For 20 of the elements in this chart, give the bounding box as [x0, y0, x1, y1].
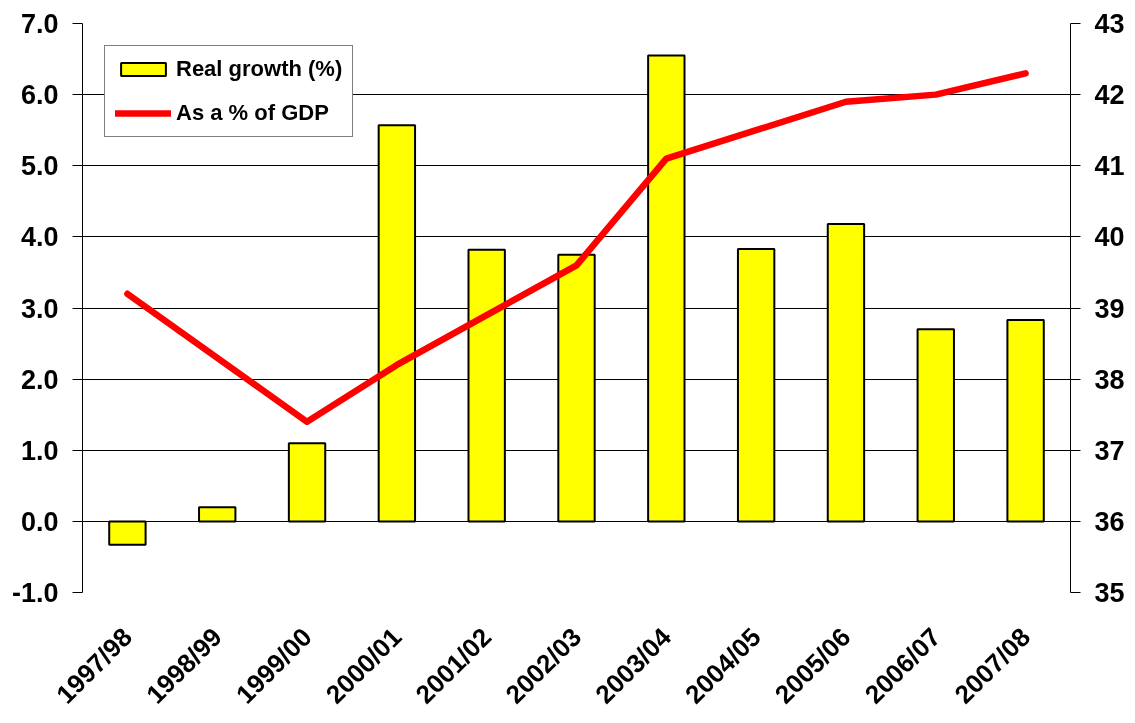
y2-tick-label: 35 — [1094, 578, 1125, 608]
y-tick-label: 0.0 — [20, 506, 59, 537]
y-tick-label: 6.0 — [20, 80, 59, 111]
y2-tick-label: 37 — [1094, 435, 1125, 466]
y-tick-label: 4.0 — [20, 222, 59, 253]
y-tick-label: 5.0 — [20, 151, 59, 182]
y2-tick-label: 38 — [1094, 364, 1125, 395]
y2-tick-label: 40 — [1094, 222, 1125, 253]
y2-tick-label: 39 — [1094, 293, 1125, 324]
y-tick-label: -1.0 — [11, 578, 59, 608]
y-tick-label: 7.0 — [20, 9, 59, 39]
y-tick-label: 1.0 — [20, 435, 59, 466]
y2-tick-label: 36 — [1094, 506, 1125, 537]
y-tick-label: 3.0 — [20, 293, 59, 324]
y2-tick-label: 42 — [1094, 80, 1125, 111]
y-tick-label: 2.0 — [20, 364, 59, 395]
y2-tick-label: 41 — [1094, 151, 1125, 182]
legend-label: As a % of GDP — [176, 100, 329, 126]
y2-tick-label: 43 — [1094, 9, 1125, 39]
legend-label: Real growth (%) — [176, 56, 343, 82]
